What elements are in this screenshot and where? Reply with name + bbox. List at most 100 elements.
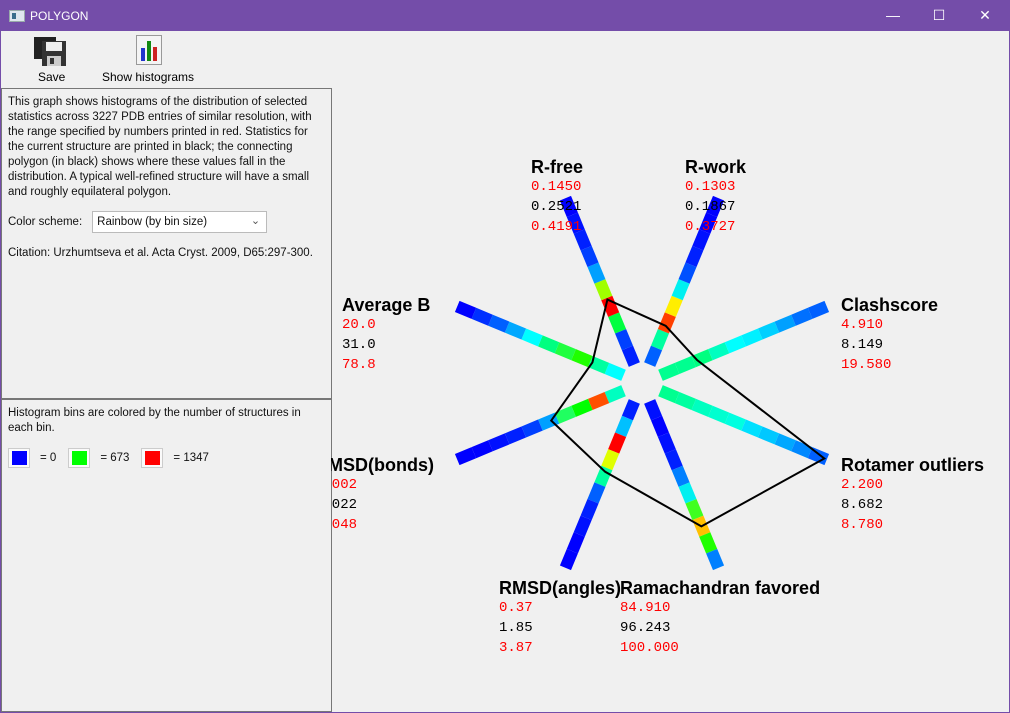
axis-min-value: 0.1303 — [685, 179, 735, 195]
histogram-bin — [580, 245, 599, 268]
polygon-chart: R-work 0.1303 0.1867 0.3727 Clashscore 4.910 8… — [331, 89, 1008, 711]
histogram-bin — [644, 345, 663, 367]
bar-chart-icon — [136, 35, 162, 65]
minimize-button[interactable]: — — [886, 7, 900, 23]
histogram-bin — [650, 328, 669, 351]
histogram-bin — [650, 415, 669, 438]
histogram-bin — [504, 426, 527, 445]
histogram-bin — [601, 449, 620, 471]
show-histograms-label: Show histograms — [102, 70, 195, 84]
histogram-bin — [708, 342, 730, 361]
spoke-ramachandran-favored — [644, 399, 725, 571]
histogram-bin — [658, 362, 680, 381]
histogram-bin — [685, 498, 704, 521]
histogram-bin — [566, 532, 585, 554]
color-scheme-value: Rainbow (by bin size) — [97, 216, 208, 228]
legend-swatch-mid[interactable] — [68, 448, 91, 468]
axis-current-value: 0.1867 — [685, 199, 735, 215]
histogram-bin — [657, 432, 676, 454]
histogram-bin — [471, 440, 493, 459]
axis-label: Average B — [342, 295, 430, 315]
color-scheme-row: Color scheme: Rainbow (by bin size) ⌄ — [8, 211, 268, 233]
histogram-bin — [594, 279, 613, 301]
histogram-bin — [604, 385, 626, 404]
axis-current-value: 31.0 — [342, 337, 376, 353]
axis-label: R-work — [685, 157, 747, 177]
histogram-bin — [664, 295, 683, 317]
axis-max-value: 8.780 — [841, 517, 883, 533]
histogram-bin — [791, 307, 813, 326]
toolbar: Save Show histograms — [1, 31, 1009, 88]
axis-current-value: 96.243 — [620, 620, 670, 636]
close-button[interactable]: ✕ — [979, 7, 991, 23]
axis-label: Rotamer outliers — [841, 455, 984, 475]
spoke-rotamer-outliers — [658, 385, 830, 466]
window-title: POLYGON — [30, 9, 89, 23]
histogram-bin — [488, 314, 510, 333]
histogram-bin — [608, 432, 627, 454]
axis-min-value: 4.910 — [841, 317, 883, 333]
histogram-bin — [807, 300, 830, 319]
histogram-bin — [559, 195, 578, 218]
color-scheme-select[interactable]: Rainbow (by bin size) ⌄ — [92, 211, 268, 233]
histogram-bin — [621, 345, 640, 367]
description-text: This graph shows histograms of the distr… — [8, 96, 312, 198]
histogram-bin — [678, 482, 697, 504]
axis-label: Clashscore — [841, 295, 938, 315]
histogram-bin — [580, 498, 599, 521]
histogram-bin — [587, 262, 606, 284]
save-button[interactable]: Save — [33, 35, 67, 85]
histogram-bin — [571, 398, 593, 417]
histogram-bin — [521, 419, 543, 438]
color-legend: = 0 = 673 = 1347 — [8, 448, 221, 468]
spoke-r-work — [644, 195, 725, 367]
spoke-clashscore — [658, 300, 830, 381]
histogram-bin — [504, 321, 527, 340]
main-window: Save Show histograms This graph shows hi… — [1, 31, 1009, 712]
histogram-bin — [706, 195, 725, 218]
histogram-bin — [554, 342, 576, 361]
legend-label-mid: = 673 — [100, 451, 130, 464]
axis-max-value: 0.3727 — [685, 219, 735, 235]
axis-max-value: 100.000 — [620, 640, 679, 656]
spoke-average-b — [454, 300, 626, 381]
axis-max-value: 19.580 — [841, 357, 891, 373]
legend-swatch-max[interactable] — [141, 448, 164, 468]
histogram-bin — [454, 300, 477, 319]
histogram-bin — [774, 314, 796, 333]
histogram-bin — [608, 312, 627, 334]
axis-min-value: 2.200 — [841, 477, 883, 493]
axis-max-value: 3.87 — [499, 640, 533, 656]
histogram-bin — [699, 212, 718, 234]
legend-swatch-zero[interactable] — [8, 448, 30, 468]
histogram-bin — [791, 440, 813, 459]
histogram-bin — [471, 307, 493, 326]
histogram-bin — [573, 515, 592, 537]
histogram-bin — [674, 356, 697, 375]
histogram-bin — [587, 482, 606, 504]
histogram-bin — [454, 447, 477, 466]
histogram-bin — [594, 465, 613, 487]
histogram-bin — [685, 245, 704, 268]
histogram-bin — [658, 385, 680, 404]
histogram-bin — [757, 426, 780, 445]
axis-label: RMSD(angles) — [499, 578, 621, 598]
histogram-bin — [741, 328, 763, 347]
histogram-bin — [657, 312, 676, 334]
histogram-bin — [724, 412, 746, 431]
histogram-bin — [692, 229, 711, 251]
histogram-bin — [488, 433, 510, 452]
histogram-bin — [604, 362, 626, 381]
histogram-bin — [566, 212, 585, 234]
floppy-disk-icon — [34, 37, 66, 66]
axis-max-value: 0.048 — [331, 517, 357, 533]
show-histograms-button[interactable]: Show histograms — [102, 35, 194, 85]
histogram-bin — [678, 262, 697, 284]
maximize-button[interactable]: ☐ — [932, 7, 946, 23]
histogram-bin — [671, 279, 690, 301]
color-scheme-label: Color scheme: — [8, 215, 83, 228]
histogram-bin — [571, 349, 593, 368]
histogram-bin — [741, 419, 763, 438]
axis-label: Ramachandran favored — [620, 578, 820, 598]
axis-max-value: 78.8 — [342, 357, 376, 373]
